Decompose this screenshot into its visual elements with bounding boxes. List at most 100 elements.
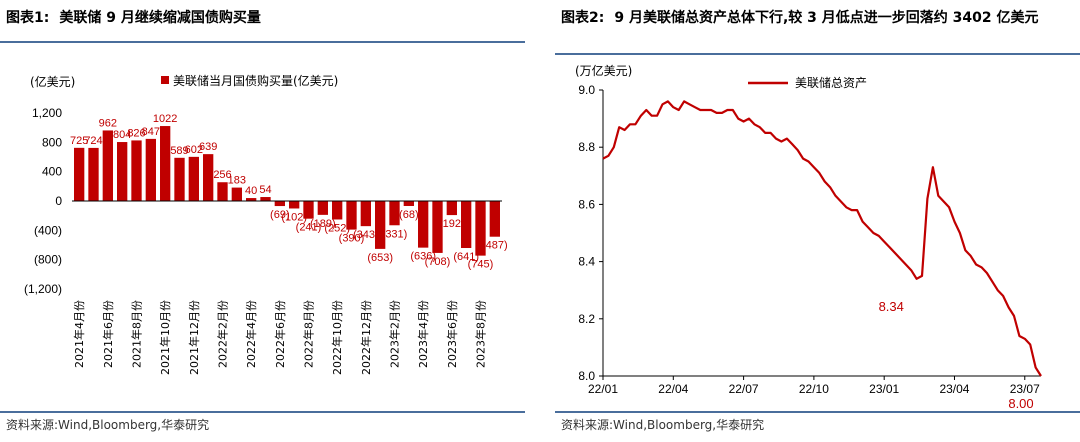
line-y-tick-label: 8.4: [578, 255, 595, 269]
bar: [274, 201, 285, 207]
bar-data-label: 804: [113, 129, 131, 141]
line-x-tick-label: 22/07: [729, 382, 759, 396]
right-bottom-rule: [555, 411, 1080, 413]
bar: [88, 147, 99, 201]
bar-y-tick-label: 1,200: [32, 106, 62, 120]
bar: [346, 201, 357, 230]
left-bottom-rule: [0, 411, 525, 413]
bar-data-label: 962: [99, 117, 117, 129]
bar-y-tick-label: 800: [42, 135, 62, 149]
bar-y-tick-label: (400): [34, 223, 62, 237]
bar: [217, 182, 228, 201]
bar-data-label: 725: [70, 135, 88, 147]
bar-x-tick-label: 2023年8月份: [474, 300, 488, 368]
bar: [303, 201, 314, 219]
bar-y-tick-label: (800): [34, 253, 62, 267]
bar: [102, 130, 113, 201]
bar-x-tick-label: 2022年4月份: [244, 300, 258, 368]
bar-data-label: (241): [296, 222, 322, 234]
bar: [145, 138, 156, 201]
bar: [432, 201, 443, 253]
bar: [317, 201, 328, 215]
right-source-note: 资料来源:Wind,Bloomberg,华泰研究: [561, 418, 765, 432]
left-figure-panel: 图表1: 美联储 9 月继续缩减国债购买量 (亿美元) 美联储当月国债购买量(亿美元…: [0, 0, 525, 442]
bar-y-tick-label: 0: [55, 194, 62, 208]
bar: [475, 201, 486, 256]
bar-data-label: (636): [410, 251, 436, 263]
bar-legend-label: 美联储当月国债购买量(亿美元): [173, 73, 338, 88]
bar: [461, 201, 472, 249]
left-figure-title: 图表1: 美联储 9 月继续缩减国债购买量: [6, 6, 517, 30]
bar-y-tick-label: 400: [42, 165, 62, 179]
bar: [160, 126, 171, 201]
bar-data-label: 40: [245, 185, 257, 197]
line-legend-label: 美联储总资产: [795, 75, 867, 90]
bar: [203, 154, 214, 201]
line-annotation-label: 8.34: [879, 299, 904, 314]
bar: [375, 201, 386, 249]
line-annotation-label: 8.00: [1008, 396, 1033, 411]
line-x-tick-label: 23/01: [869, 382, 899, 396]
bar-x-tick-label: 2023年2月份: [388, 300, 402, 368]
left-figure-title-text: 美联储 9 月继续缩减国债购买量: [59, 10, 261, 26]
bar-x-tick-label: 2022年10月份: [330, 300, 344, 375]
bar: [246, 198, 257, 201]
left-top-rule: [0, 41, 525, 43]
bar-data-label: 602: [185, 144, 203, 156]
bar-x-tick-label: 2022年8月份: [302, 300, 316, 368]
bar: [74, 147, 85, 201]
bar-data-label: (487): [482, 240, 508, 252]
bar: [389, 201, 400, 226]
bar: [289, 201, 300, 209]
line-y-tick-label: 8.0: [578, 369, 595, 383]
bar: [260, 197, 271, 201]
line-y-tick-label: 8.2: [578, 312, 595, 326]
line-x-tick-label: 22/01: [588, 382, 618, 396]
bar-data-label: (192): [439, 218, 465, 230]
line-x-tick-label: 22/04: [658, 382, 688, 396]
bar-data-label: (252): [324, 222, 350, 234]
bar-data-label: 589: [170, 145, 188, 157]
bar-x-tick-label: 2021年12月份: [187, 300, 201, 375]
bar-data-label: 1022: [153, 113, 177, 125]
bar: [418, 201, 429, 248]
bar-data-label: 256: [213, 169, 231, 181]
bar-y-tick-label: (1,200): [24, 282, 62, 296]
line-x-tick-label: 22/10: [799, 382, 829, 396]
line-unit-label: (万亿美元): [575, 63, 632, 78]
bar: [489, 201, 500, 237]
bar-chart: (亿美元) 美联储当月国债购买量(亿美元) 1,200 800 400 0 (400) (80…: [24, 73, 508, 375]
bar-x-tick-label: 2021年10月份: [158, 300, 172, 375]
bar: [360, 201, 371, 227]
bar-data-label: 639: [199, 141, 217, 153]
bar-data-label: 826: [127, 127, 145, 139]
bar-x-tick-label: 2023年4月份: [416, 300, 430, 368]
bar-data-label: (331): [382, 228, 408, 240]
line-y-tick-label: 9.0: [578, 83, 595, 97]
bar-x-tick-label: 2021年6月份: [101, 300, 115, 368]
bar-legend-swatch: [161, 76, 169, 84]
right-figure-label: 图表2:: [561, 10, 605, 26]
bar-data-label: (653): [367, 252, 393, 264]
line-y-tick-label: 8.8: [578, 140, 595, 154]
bar: [403, 201, 414, 206]
line-series-fed-total-assets: [602, 100, 1042, 377]
bar-data-label: (69): [270, 209, 290, 221]
bar-x-tick-label: 2022年12月份: [359, 300, 373, 375]
right-figure-title-text: 9 月美联储总资产总体下行,较 3 月低点进一步回落约 3402 亿美元: [614, 10, 1039, 26]
bar: [174, 157, 185, 201]
bar: [117, 142, 128, 201]
bar: [231, 187, 242, 201]
bar-x-tick-label: 2022年6月份: [273, 300, 287, 368]
bar-data-label: 54: [259, 184, 271, 196]
left-source-note: 资料来源:Wind,Bloomberg,华泰研究: [6, 418, 210, 432]
bar-x-tick-label: 2022年2月份: [216, 300, 230, 368]
bar-x-tick-label: 2023年6月份: [445, 300, 459, 368]
bar-data-label: 183: [228, 175, 246, 187]
line-x-tick-label: 23/07: [1010, 382, 1040, 396]
bar-data-label: (343): [353, 229, 379, 241]
line-y-tick-label: 8.6: [578, 197, 595, 211]
bar-data-label: (68): [399, 209, 419, 221]
bar-x-tick-label: 2021年8月份: [130, 300, 144, 368]
line-x-tick-label: 23/04: [939, 382, 969, 396]
